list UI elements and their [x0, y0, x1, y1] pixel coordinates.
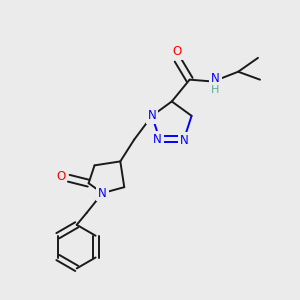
Text: N: N	[98, 187, 107, 200]
Text: O: O	[56, 170, 65, 183]
Text: N: N	[211, 72, 220, 85]
Text: N: N	[148, 109, 156, 122]
Text: H: H	[211, 85, 220, 94]
Text: N: N	[153, 133, 162, 146]
Text: N: N	[180, 134, 188, 147]
Text: O: O	[172, 45, 182, 58]
